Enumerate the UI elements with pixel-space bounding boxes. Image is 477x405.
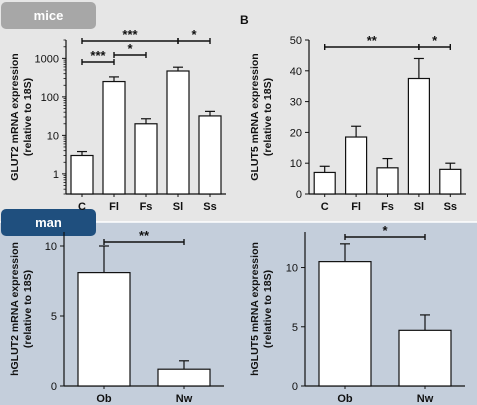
x-category-label: Fl <box>351 201 361 213</box>
x-category-label: Ss <box>203 201 216 213</box>
y-tick-label: 100 <box>41 92 59 104</box>
x-category-label: Nw <box>417 393 434 405</box>
y-tick-label: 0 <box>51 381 57 393</box>
panel-letter: B <box>240 13 249 27</box>
tab-man-label: man <box>35 215 62 230</box>
y-tick-label: 0 <box>296 189 302 201</box>
significance-label: * <box>382 223 388 238</box>
y-tick-label: 20 <box>290 127 302 139</box>
significance-label: * <box>191 27 197 42</box>
x-category-label: Nw <box>176 393 193 405</box>
y-axis-subtitle: (relative to 18S) <box>262 270 274 348</box>
x-category-label: C <box>78 201 86 213</box>
y-tick-label: 40 <box>290 66 302 78</box>
x-category-label: Ob <box>96 393 112 405</box>
x-category-label: Fl <box>109 201 119 213</box>
bar <box>376 167 399 195</box>
y-tick-label: 10 <box>290 158 302 170</box>
x-category-label: Ss <box>444 201 457 213</box>
significance-label: *** <box>90 48 106 63</box>
bar <box>198 115 222 195</box>
y-tick-label: 30 <box>290 97 302 109</box>
tab-man-bg <box>1 209 96 236</box>
significance-label: ** <box>367 33 378 48</box>
y-tick-label: 5 <box>292 322 298 334</box>
y-axis-title: hGLUT2 mRNA expression <box>9 242 21 376</box>
tab-man[interactable]: man <box>1 209 96 236</box>
y-tick-label: 50 <box>290 35 302 47</box>
y-tick-label: 5 <box>51 311 57 323</box>
bar <box>313 171 336 195</box>
chart-hglut2-man: 0 5 10 hGLUT2 mRNA expression (relative to 1… <box>9 228 224 405</box>
x-category-label: Sl <box>173 201 183 213</box>
tab-mice-label: mice <box>34 8 64 23</box>
bar <box>407 77 430 195</box>
tab-mice[interactable]: mice <box>1 2 96 29</box>
significance-label: ** <box>139 228 150 243</box>
x-category-label: Ob <box>337 393 353 405</box>
significance-label: *** <box>122 27 138 42</box>
y-tick-label: 0 <box>292 381 298 393</box>
y-tick-label: 10 <box>286 263 298 275</box>
bar <box>439 168 462 195</box>
bar <box>345 136 368 195</box>
significance-label: * <box>432 33 438 48</box>
x-category-label: Sl <box>414 201 424 213</box>
y-axis-subtitle: (relative to 18S) <box>262 78 274 156</box>
bar <box>318 261 372 387</box>
bar <box>166 70 190 195</box>
y-tick-label: 10 <box>47 130 59 142</box>
bar <box>70 154 94 195</box>
y-axis-title: GLUT2 mRNA expression <box>9 53 21 180</box>
chart-hglut5-man: 0 5 10 hGLUT5 mRNA expression (relative to 1… <box>249 223 465 405</box>
chart-glut2-mice: 1 10 100 1000 GLUT2 mRNA expression (relative… <box>9 27 226 213</box>
tab-mice-bg <box>1 2 96 29</box>
y-tick-label: 1 <box>53 169 59 181</box>
x-category-label: C <box>321 201 329 213</box>
x-category-label: Fs <box>140 201 153 213</box>
bar <box>398 329 452 387</box>
x-category-label: Fs <box>381 201 394 213</box>
y-tick-label: 10 <box>45 241 57 253</box>
bar <box>134 123 158 195</box>
bar <box>157 368 211 387</box>
y-tick-label: 1000 <box>35 53 59 65</box>
bar <box>102 80 126 195</box>
chart-glut5-mice: 0 10 20 30 40 50 GLUT5 mRNA expression (relativ… <box>240 13 466 213</box>
y-axis-title: hGLUT5 mRNA expression <box>249 242 261 376</box>
bar <box>77 272 131 387</box>
y-axis-title: GLUT5 mRNA expression <box>249 53 261 180</box>
significance-label: * <box>127 41 133 56</box>
y-axis-subtitle: (relative to 18S) <box>22 78 34 156</box>
y-axis-subtitle: (relative to 18S) <box>22 270 34 348</box>
